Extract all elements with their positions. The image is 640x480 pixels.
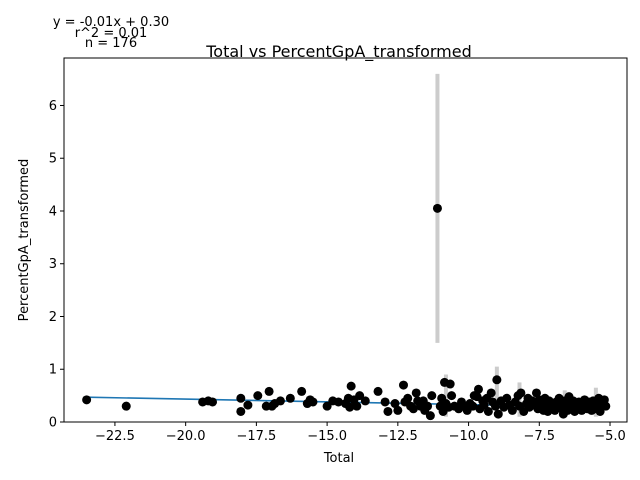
data-point-141 <box>601 401 611 411</box>
data-point-19 <box>322 401 332 411</box>
plot-area <box>82 73 611 421</box>
data-point-33 <box>390 399 400 409</box>
y-axis-ticks: 0 1 2 3 4 5 6 <box>49 99 64 431</box>
data-point-47 <box>427 391 437 401</box>
x-tick-label-2: −17.5 <box>236 429 276 444</box>
data-point-5 <box>236 393 246 403</box>
data-point-34 <box>393 405 403 415</box>
x-tick-label-4: −12.5 <box>378 429 418 444</box>
data-point-10 <box>264 386 274 396</box>
data-point-7 <box>243 400 253 410</box>
data-point-85 <box>516 388 526 398</box>
data-point-56 <box>447 391 457 401</box>
data-point-81 <box>507 405 517 415</box>
data-point-14 <box>285 393 295 403</box>
data-point-25 <box>346 381 356 391</box>
x-tick-label-6: −7.5 <box>524 429 556 444</box>
y-tick-label-1: 1 <box>49 363 57 378</box>
data-point-92 <box>531 388 541 398</box>
data-point-8 <box>253 391 263 401</box>
data-point-75 <box>492 375 502 385</box>
y-tick-label-6: 6 <box>49 99 57 114</box>
data-point-37 <box>403 393 413 403</box>
x-tick-label-5: −10.0 <box>449 429 489 444</box>
data-point-6 <box>236 406 246 416</box>
data-point-29 <box>360 396 370 406</box>
data-point-71 <box>483 406 493 416</box>
data-point-32 <box>383 406 393 416</box>
data-point-35 <box>398 380 408 390</box>
x-tick-label-1: −20.0 <box>166 429 206 444</box>
x-tick-label-7: −5.0 <box>594 429 626 444</box>
data-point-24 <box>345 402 355 412</box>
y-tick-label-4: 4 <box>49 204 57 219</box>
data-point-28 <box>355 391 365 401</box>
annotation-r-squared: r^2 = 0.01 <box>75 26 148 41</box>
data-point-72 <box>486 388 496 398</box>
chart-title: Total vs PercentGpA_transformed <box>205 42 471 62</box>
data-point-63 <box>468 401 478 411</box>
y-axis-label: PercentGpA_transformed <box>17 159 32 322</box>
data-point-45 <box>423 401 433 411</box>
data-point-48 <box>432 203 442 213</box>
data-point-69 <box>479 400 489 410</box>
axes-frame <box>63 57 628 423</box>
data-point-0 <box>82 395 92 405</box>
annotation-equation: y = -0.01x + 0.30 <box>53 15 169 30</box>
data-point-18 <box>308 397 318 407</box>
data-point-74 <box>490 401 500 411</box>
y-tick-label-3: 3 <box>49 257 57 272</box>
data-point-27 <box>352 401 362 411</box>
data-point-4 <box>208 397 218 407</box>
data-point-39 <box>408 404 418 414</box>
y-tick-label-0: 0 <box>49 416 57 431</box>
data-point-55 <box>445 379 455 389</box>
x-tick-label-0: −22.5 <box>95 429 135 444</box>
data-points <box>82 203 611 421</box>
data-point-13 <box>275 396 285 406</box>
x-axis-label: Total <box>323 451 354 466</box>
data-point-15 <box>297 386 307 396</box>
data-point-31 <box>380 397 390 407</box>
x-axis-ticks: −22.5 −20.0 −17.5 −15.0 −12.5 −10.0 −7.5 −5.0 <box>95 422 626 444</box>
data-point-79 <box>502 393 512 403</box>
data-point-1 <box>121 401 131 411</box>
annotation-n: n = 176 <box>85 36 137 51</box>
x-tick-label-3: −15.0 <box>307 429 347 444</box>
data-point-30 <box>373 386 383 396</box>
y-tick-label-5: 5 <box>49 152 57 167</box>
data-point-40 <box>411 388 421 398</box>
y-tick-label-2: 2 <box>49 310 57 325</box>
data-point-21 <box>333 397 343 407</box>
data-point-76 <box>493 409 503 419</box>
data-point-46 <box>425 411 435 421</box>
data-point-66 <box>473 384 483 394</box>
